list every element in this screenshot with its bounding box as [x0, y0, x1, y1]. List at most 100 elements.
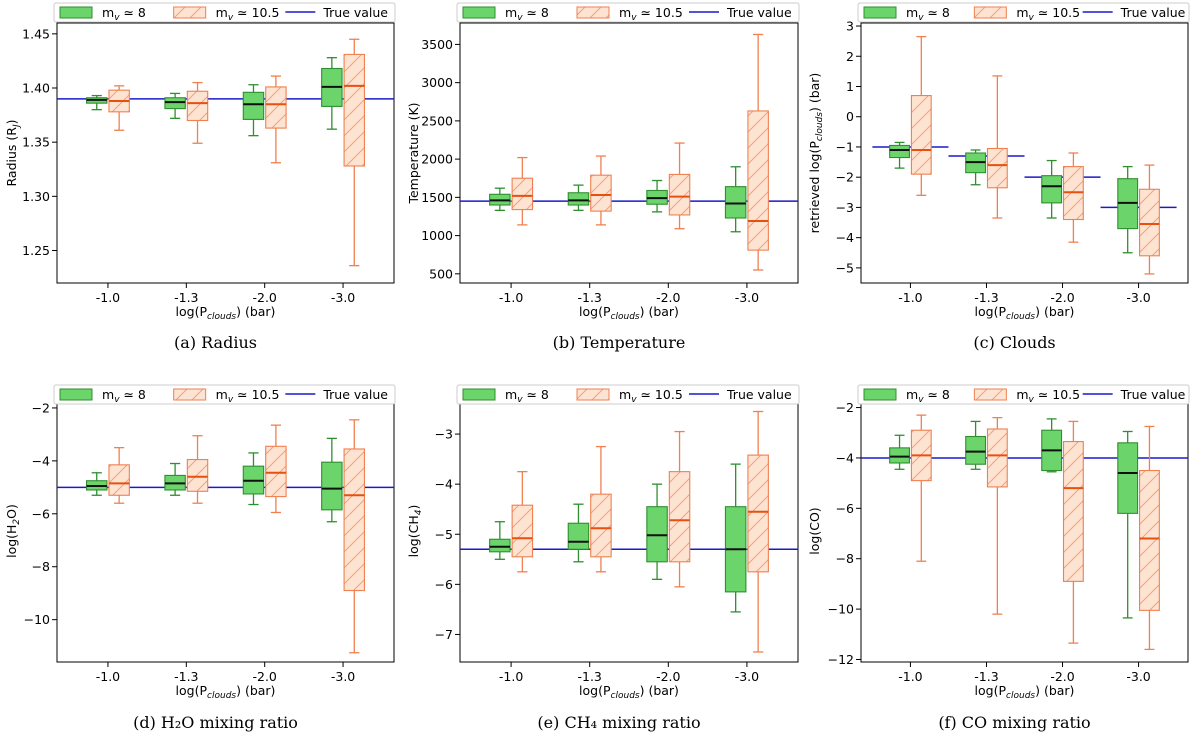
- y-tick-label: 1: [846, 79, 854, 94]
- legend-frame: [456, 384, 800, 405]
- box-mv8: [164, 462, 186, 496]
- y-axis-label: log(H2O): [4, 504, 22, 558]
- y-axis-label: Temperature (K): [406, 102, 421, 204]
- box-mv10p5: [343, 419, 366, 654]
- legend-label-mv8: mv ≃ 8: [102, 5, 146, 23]
- legend-label-mv8-rest: ≃ 8: [523, 5, 549, 20]
- panel-caption: (e) CH₄ mixing ratio: [537, 713, 700, 732]
- x-axis-label-main: log(P: [176, 304, 208, 319]
- legend-frame: [857, 2, 1190, 23]
- x-tick-label: -1.0: [499, 290, 523, 305]
- y-tick-label: 0: [846, 109, 854, 124]
- box-mv8: [85, 94, 108, 111]
- x-axis-label-main: log(P: [975, 304, 1007, 319]
- y-tick-label: −7: [435, 627, 453, 642]
- legend-label-mv8-sub: v: [517, 13, 523, 23]
- legend-label-mv10p5-sub: v: [631, 13, 637, 23]
- box-mv10p5: [747, 410, 769, 653]
- legend-swatch-mv8: [462, 6, 496, 19]
- box-mv10p5: [910, 35, 932, 196]
- x-axis-label: log(Pclouds) (bar): [579, 683, 679, 701]
- panel-4: −10 −8 −6 −4 −2 -1.0 -1.3 -2.0 -3.0 log(Pclouds) …: [4, 384, 396, 732]
- box: [590, 174, 612, 212]
- x-axis-label-sub: clouds: [1006, 691, 1035, 701]
- box-mv8: [724, 463, 747, 613]
- legend-label-mv8: mv ≃ 8: [505, 5, 549, 23]
- legend-label-mv10p5-main: m: [619, 5, 631, 20]
- box: [164, 97, 186, 110]
- legend-label-mv8-rest: ≃ 8: [523, 387, 549, 402]
- legend: mv ≃ 8 mv ≃ 10.5 True value: [456, 384, 800, 405]
- legend-swatch-mv8: [59, 6, 93, 19]
- legend-label-mv8: mv ≃ 8: [906, 387, 950, 405]
- box-mv8: [321, 437, 343, 523]
- y-axis-label-rest: O): [4, 504, 19, 519]
- box-mv10p5: [986, 75, 1008, 219]
- x-axis-label-rest: ) (bar): [640, 683, 679, 698]
- legend-label-true: True value: [726, 387, 792, 402]
- y-axis-label: log(CH4): [406, 505, 424, 558]
- y-tick-label: −6: [435, 577, 453, 592]
- box: [1041, 175, 1063, 204]
- legend-label-mv10p5-main: m: [216, 387, 228, 402]
- y-axis-label-main: retrieved log(P: [807, 141, 822, 234]
- y-tick-label: 1.35: [22, 135, 50, 150]
- x-axis-label: log(Pclouds) (bar): [579, 304, 679, 322]
- box: [668, 471, 691, 563]
- box-mv10p5: [343, 38, 366, 267]
- legend-label-true: True value: [1120, 5, 1186, 20]
- box: [567, 522, 590, 550]
- legend-label-mv10p5: mv ≃ 10.5: [1016, 5, 1080, 23]
- x-tick-label: -3.0: [735, 669, 759, 684]
- y-tick-label: −3: [435, 427, 453, 442]
- box: [747, 454, 769, 573]
- box: [668, 173, 691, 216]
- box-mv8: [567, 184, 590, 212]
- x-tick-label: -1.0: [499, 669, 523, 684]
- legend-swatch-mv10p5: [576, 6, 610, 19]
- panel-caption: (d) H₂O mixing ratio: [133, 713, 298, 732]
- y-axis-label-rest: ): [406, 505, 421, 510]
- x-axis-label-main: log(P: [176, 683, 208, 698]
- box: [489, 538, 511, 553]
- legend-label-mv10p5: mv ≃ 10.5: [619, 387, 683, 405]
- x-tick-label: -1.3: [578, 290, 602, 305]
- y-tick-label: 1500: [421, 190, 453, 205]
- legend-label-mv10p5-sub: v: [228, 13, 234, 23]
- panel-1: 1.25 1.30 1.35 1.40 1.45 -1.0 -1.3 -2.0 -3.0 log(…: [4, 2, 396, 352]
- legend-frame: [53, 384, 396, 405]
- box: [321, 461, 343, 511]
- x-tick-label: -3.0: [331, 290, 355, 305]
- box-mv8: [646, 179, 668, 213]
- box-mv10p5: [108, 446, 130, 504]
- axes-frame: [860, 22, 1189, 284]
- x-axis-label-rest: ) (bar): [1035, 683, 1074, 698]
- legend-label-mv8-sub: v: [114, 395, 120, 405]
- legend-swatch-mv10p5: [173, 388, 207, 401]
- legend-label-mv8: mv ≃ 8: [102, 387, 146, 405]
- box-mv10p5: [511, 470, 534, 573]
- x-tick-label: -1.3: [174, 669, 198, 684]
- x-tick-label: -1.3: [578, 669, 602, 684]
- x-tick-label: -2.0: [1050, 290, 1074, 305]
- y-axis-label-rest: ): [4, 120, 19, 125]
- x-tick-label: -1.0: [898, 290, 922, 305]
- box-mv8: [1041, 159, 1063, 219]
- legend-label-mv8-main: m: [102, 387, 114, 402]
- legend-label-mv10p5-sub: v: [228, 395, 234, 405]
- panel-caption: (c) Clouds: [973, 333, 1055, 352]
- x-axis-label: log(Pclouds) (bar): [975, 304, 1075, 322]
- y-tick-label: 2500: [421, 113, 453, 128]
- x-tick-label: -3.0: [331, 669, 355, 684]
- y-tick-label: −10: [24, 612, 50, 627]
- x-axis-label-sub: clouds: [611, 691, 640, 701]
- x-axis-label-main: log(P: [579, 683, 611, 698]
- y-tick-label: −3: [836, 200, 854, 215]
- axes-frame: [56, 399, 395, 663]
- legend-frame: [53, 2, 396, 23]
- box: [986, 147, 1008, 189]
- y-tick-label: 3000: [421, 75, 453, 90]
- box-mv10p5: [1062, 152, 1084, 243]
- legend-label-mv8-rest: ≃ 8: [120, 5, 146, 20]
- y-tick-label: −2: [32, 400, 50, 415]
